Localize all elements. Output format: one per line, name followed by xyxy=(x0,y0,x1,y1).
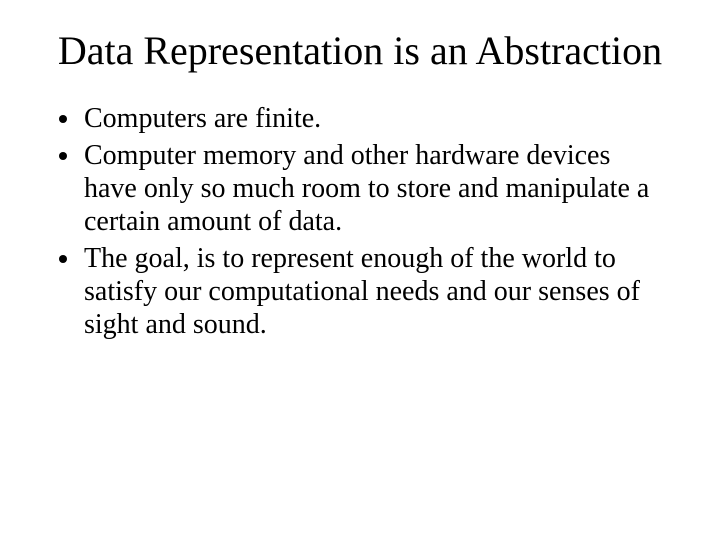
list-item: The goal, is to represent enough of the … xyxy=(82,242,670,341)
slide: Data Representation is an Abstraction Co… xyxy=(0,0,720,540)
slide-title: Data Representation is an Abstraction xyxy=(50,28,670,74)
bullet-list: Computers are finite. Computer memory an… xyxy=(50,102,670,341)
list-item: Computer memory and other hardware devic… xyxy=(82,139,670,238)
list-item: Computers are finite. xyxy=(82,102,670,135)
